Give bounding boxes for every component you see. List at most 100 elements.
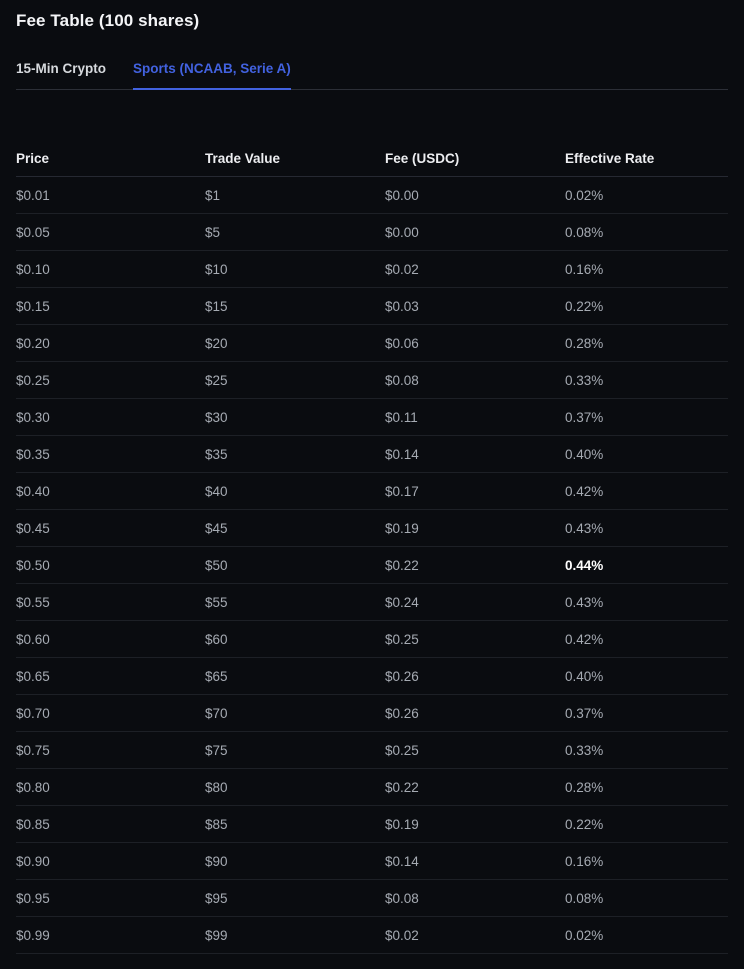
cell-effective-rate: 0.33% xyxy=(565,372,604,388)
cell-effective-rate: 0.42% xyxy=(565,483,604,499)
cell-price: $0.70 xyxy=(16,705,50,721)
cell-fee: $0.02 xyxy=(385,261,419,277)
cell-price: $0.15 xyxy=(16,298,50,314)
cell-fee: $0.06 xyxy=(385,335,419,351)
cell-effective-rate: 0.42% xyxy=(565,631,604,647)
cell-effective-rate: 0.08% xyxy=(565,890,604,906)
cell-trade-value: $25 xyxy=(205,372,228,388)
cell-trade-value: $85 xyxy=(205,816,228,832)
cell-effective-rate: 0.44% xyxy=(565,557,604,573)
cell-price: $0.45 xyxy=(16,520,50,536)
table-row: $0.30 $30 $0.11 0.37% xyxy=(16,399,728,436)
page-title: Fee Table (100 shares) xyxy=(16,11,200,30)
cell-price: $0.50 xyxy=(16,557,50,573)
cell-fee: $0.26 xyxy=(385,705,419,721)
cell-trade-value: $20 xyxy=(205,335,228,351)
cell-trade-value: $75 xyxy=(205,742,228,758)
cell-trade-value: $70 xyxy=(205,705,228,721)
cell-trade-value: $99 xyxy=(205,927,228,943)
cell-price: $0.40 xyxy=(16,483,50,499)
cell-fee: $0.22 xyxy=(385,779,419,795)
cell-effective-rate: 0.28% xyxy=(565,335,604,351)
table-row: $0.50 $50 $0.22 0.44% xyxy=(16,547,728,584)
cell-fee: $0.14 xyxy=(385,853,419,869)
cell-fee: $0.19 xyxy=(385,520,419,536)
table-row: $0.35 $35 $0.14 0.40% xyxy=(16,436,728,473)
table-row: $0.99 $99 $0.02 0.02% xyxy=(16,917,728,954)
cell-price: $0.85 xyxy=(16,816,50,832)
cell-effective-rate: 0.22% xyxy=(565,816,604,832)
cell-price: $0.01 xyxy=(16,187,50,203)
cell-fee: $0.22 xyxy=(385,557,419,573)
table-row: $0.45 $45 $0.19 0.43% xyxy=(16,510,728,547)
cell-effective-rate: 0.40% xyxy=(565,668,604,684)
table-body: $0.01 $1 $0.00 0.02% $0.05 $5 $0.00 0.08% $0.10 $… xyxy=(16,177,728,954)
table-row: $0.25 $25 $0.08 0.33% xyxy=(16,362,728,399)
cell-trade-value: $40 xyxy=(205,483,228,499)
table-row: $0.05 $5 $0.00 0.08% xyxy=(16,214,728,251)
cell-effective-rate: 0.16% xyxy=(565,261,604,277)
table-header-row: Price Trade Value Fee (USDC) Effective R… xyxy=(16,140,728,177)
cell-effective-rate: 0.43% xyxy=(565,594,604,610)
table-row: $0.01 $1 $0.00 0.02% xyxy=(16,177,728,214)
column-header-effective-rate: Effective Rate xyxy=(565,150,655,166)
tab-15-min-crypto[interactable]: 15-Min Crypto xyxy=(16,61,107,76)
cell-effective-rate: 0.37% xyxy=(565,409,604,425)
cell-fee: $0.19 xyxy=(385,816,419,832)
tab-sports-ncaab-serie-a[interactable]: Sports (NCAAB, Serie A) xyxy=(133,61,291,90)
cell-trade-value: $45 xyxy=(205,520,228,536)
cell-price: $0.99 xyxy=(16,927,50,943)
cell-price: $0.80 xyxy=(16,779,50,795)
cell-trade-value: $95 xyxy=(205,890,228,906)
cell-trade-value: $30 xyxy=(205,409,228,425)
cell-fee: $0.25 xyxy=(385,742,419,758)
cell-effective-rate: 0.37% xyxy=(565,705,604,721)
column-header-fee-usdc: Fee (USDC) xyxy=(385,150,460,166)
table-row: $0.95 $95 $0.08 0.08% xyxy=(16,880,728,917)
cell-fee: $0.11 xyxy=(385,409,418,425)
cell-effective-rate: 0.40% xyxy=(565,446,604,462)
fee-table: Price Trade Value Fee (USDC) Effective R… xyxy=(16,140,728,954)
cell-effective-rate: 0.33% xyxy=(565,742,604,758)
cell-price: $0.65 xyxy=(16,668,50,684)
column-header-trade-value: Trade Value xyxy=(205,150,281,166)
cell-effective-rate: 0.02% xyxy=(565,187,604,203)
cell-fee: $0.24 xyxy=(385,594,419,610)
cell-price: $0.30 xyxy=(16,409,50,425)
cell-price: $0.35 xyxy=(16,446,50,462)
cell-effective-rate: 0.43% xyxy=(565,520,604,536)
cell-fee: $0.00 xyxy=(385,224,419,240)
cell-effective-rate: 0.08% xyxy=(565,224,604,240)
table-row: $0.80 $80 $0.22 0.28% xyxy=(16,769,728,806)
cell-effective-rate: 0.22% xyxy=(565,298,604,314)
table-row: $0.55 $55 $0.24 0.43% xyxy=(16,584,728,621)
cell-effective-rate: 0.28% xyxy=(565,779,604,795)
cell-fee: $0.26 xyxy=(385,668,419,684)
table-row: $0.20 $20 $0.06 0.28% xyxy=(16,325,728,362)
table-row: $0.70 $70 $0.26 0.37% xyxy=(16,695,728,732)
cell-price: $0.55 xyxy=(16,594,50,610)
column-header-price: Price xyxy=(16,150,50,166)
cell-trade-value: $50 xyxy=(205,557,228,573)
tab-bar: 15-Min Crypto Sports (NCAAB, Serie A) xyxy=(16,61,728,90)
cell-trade-value: $65 xyxy=(205,668,228,684)
cell-price: $0.10 xyxy=(16,261,50,277)
cell-price: $0.90 xyxy=(16,853,50,869)
cell-trade-value: $90 xyxy=(205,853,228,869)
cell-trade-value: $1 xyxy=(205,187,221,203)
cell-fee: $0.02 xyxy=(385,927,419,943)
table-row: $0.40 $40 $0.17 0.42% xyxy=(16,473,728,510)
cell-fee: $0.17 xyxy=(385,483,419,499)
cell-price: $0.75 xyxy=(16,742,50,758)
cell-fee: $0.03 xyxy=(385,298,419,314)
cell-fee: $0.14 xyxy=(385,446,419,462)
table-row: $0.10 $10 $0.02 0.16% xyxy=(16,251,728,288)
table-row: $0.75 $75 $0.25 0.33% xyxy=(16,732,728,769)
cell-trade-value: $55 xyxy=(205,594,228,610)
cell-fee: $0.00 xyxy=(385,187,419,203)
cell-price: $0.05 xyxy=(16,224,50,240)
cell-fee: $0.08 xyxy=(385,890,419,906)
cell-trade-value: $60 xyxy=(205,631,228,647)
table-row: $0.60 $60 $0.25 0.42% xyxy=(16,621,728,658)
cell-effective-rate: 0.16% xyxy=(565,853,604,869)
